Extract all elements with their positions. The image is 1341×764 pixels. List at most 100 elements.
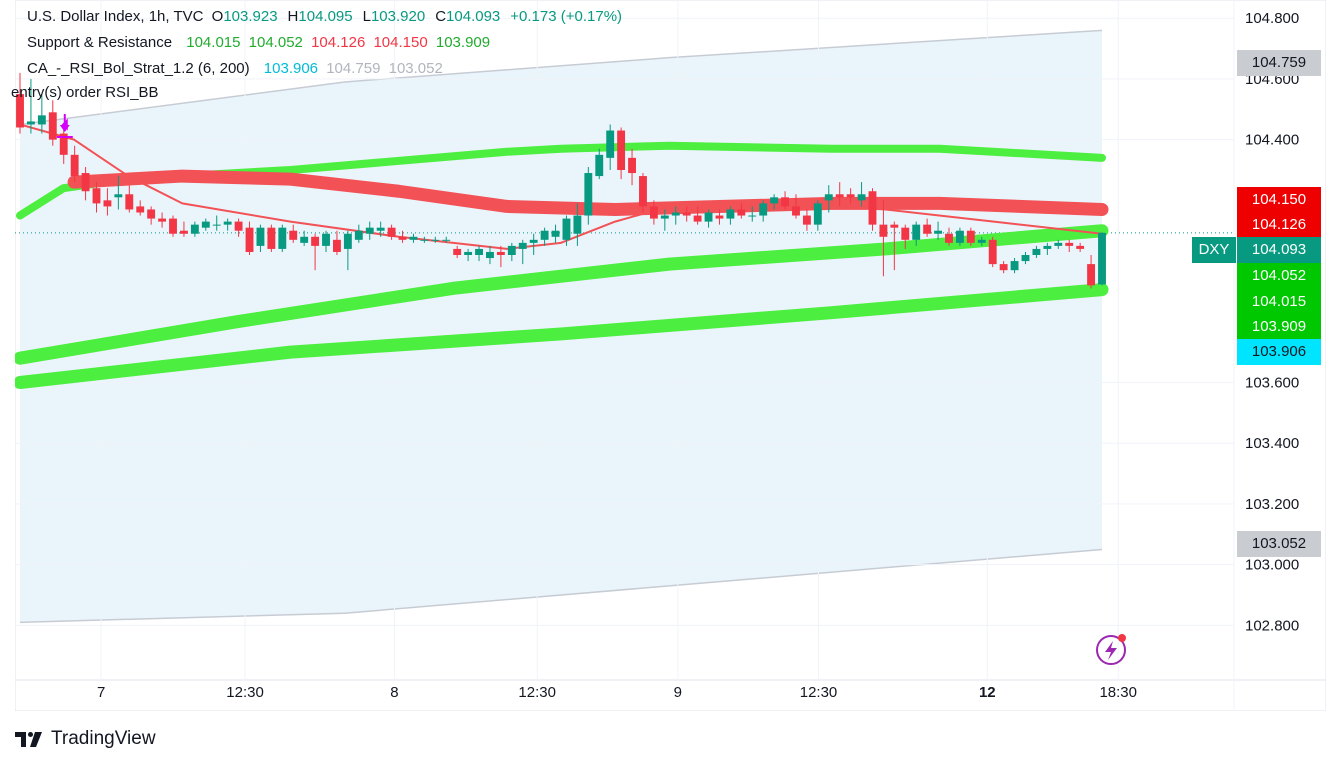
upper-band-tag: 104.759 bbox=[1237, 50, 1321, 76]
candle-body bbox=[1032, 248, 1041, 255]
candle-body bbox=[923, 224, 932, 234]
candle-body bbox=[606, 130, 615, 158]
candle-body bbox=[147, 209, 156, 219]
support-tag-3: 103.909 bbox=[1237, 314, 1321, 340]
y-tick-label: 104.400 bbox=[1245, 132, 1299, 149]
candle-body bbox=[682, 212, 691, 216]
resistance-tag-1: 104.150 bbox=[1237, 187, 1321, 213]
candle-body bbox=[649, 206, 658, 219]
candle-body bbox=[595, 154, 604, 177]
candle-body bbox=[726, 209, 735, 219]
candle-body bbox=[92, 188, 101, 204]
candle-body bbox=[835, 194, 844, 198]
candle-body bbox=[256, 227, 265, 246]
legend-strategy-name[interactable]: CA_-_RSI_Bol_Strat_1.2 (6, 200) bbox=[27, 60, 250, 77]
candle-body bbox=[234, 221, 243, 231]
candle-body bbox=[311, 236, 320, 246]
candle-body bbox=[934, 230, 942, 234]
candle-body bbox=[387, 227, 396, 237]
candle-body bbox=[879, 224, 888, 237]
candle-body bbox=[376, 227, 385, 231]
y-tick-label: 103.200 bbox=[1245, 496, 1299, 513]
candle-body bbox=[770, 197, 779, 204]
tradingview-logo-icon bbox=[15, 732, 42, 747]
legend-high-label: H bbox=[287, 8, 299, 25]
candle-body bbox=[529, 239, 538, 243]
candle-body bbox=[802, 215, 811, 225]
legend-sr-v5: 103.909 bbox=[435, 34, 491, 51]
footer-branding[interactable]: TradingView bbox=[15, 726, 156, 752]
legend-open-label: O bbox=[211, 8, 224, 25]
candle-body bbox=[704, 212, 713, 222]
x-tick-label: 12:30 bbox=[226, 684, 264, 701]
candle-body bbox=[431, 239, 440, 241]
legend-strategy-v2: 104.759 bbox=[326, 60, 381, 77]
candle-body bbox=[824, 194, 833, 201]
candle-body bbox=[988, 239, 997, 265]
lightning-bolt bbox=[1105, 641, 1117, 660]
x-tick-label: 8 bbox=[390, 684, 398, 701]
candle-body bbox=[868, 191, 877, 225]
legend-sr-name[interactable]: Support & Resistance bbox=[27, 34, 173, 51]
tradingview-wordmark: TradingView bbox=[51, 728, 156, 749]
lightning-circle bbox=[1096, 635, 1126, 665]
candle-body bbox=[125, 194, 134, 210]
x-tick-label: 18:30 bbox=[1099, 684, 1137, 701]
candle-body bbox=[999, 264, 1008, 271]
legend-sr-v3: 104.126 bbox=[311, 34, 366, 51]
candle-body bbox=[857, 194, 866, 201]
candle-body bbox=[442, 239, 451, 241]
candle-body bbox=[792, 206, 800, 216]
legend-sr-line: Support & Resistance 104.015 104.052 104… bbox=[27, 33, 494, 53]
x-tick-label: 7 bbox=[97, 684, 105, 701]
candle-body bbox=[365, 227, 374, 234]
candle-body bbox=[48, 112, 57, 140]
candle-body bbox=[223, 221, 232, 225]
candle-body bbox=[278, 227, 287, 249]
support-tag-2: 104.015 bbox=[1237, 289, 1321, 315]
legend-ohlc: O103.923 H104.095 L103.920 C104.093 +0.173 (… bbox=[212, 8, 626, 25]
candle-body bbox=[1021, 255, 1030, 262]
x-tick-label: 12:30 bbox=[800, 684, 838, 701]
legend-strategy-v1: 103.906 bbox=[263, 60, 319, 77]
lower-band-tag: 103.052 bbox=[1237, 531, 1321, 557]
candle-body bbox=[912, 224, 921, 240]
candle-body bbox=[289, 230, 298, 240]
price-chart[interactable]: 102.800 103.000 103.200 103.400 103.600 104.4… bbox=[15, 0, 1326, 711]
legend-sr-v1: 104.015 bbox=[186, 34, 241, 51]
support-line bbox=[15, 224, 1109, 365]
candle-body bbox=[671, 212, 680, 216]
candle-body bbox=[475, 248, 483, 255]
candle-body bbox=[540, 230, 549, 240]
lower-band-line bbox=[19, 548, 1103, 624]
candle-body bbox=[496, 251, 505, 255]
candle-body bbox=[409, 236, 418, 240]
candle-body bbox=[486, 251, 494, 259]
legend-strategy-line: CA_-_RSI_Bol_Strat_1.2 (6, 200) 103.906 … bbox=[27, 59, 447, 79]
candle-body bbox=[1054, 242, 1063, 246]
candle-body bbox=[1065, 242, 1074, 246]
candle-body bbox=[966, 230, 975, 243]
candle-body bbox=[201, 221, 210, 228]
candle-body bbox=[813, 203, 822, 225]
candle-body bbox=[136, 206, 145, 213]
legend-change: +0.173 (+0.17%) bbox=[510, 8, 623, 25]
upper-band-line bbox=[19, 29, 1103, 126]
legend-symbol[interactable]: U.S. Dollar Index, 1h, TVC bbox=[27, 8, 204, 25]
y-tick-label: 103.400 bbox=[1245, 435, 1299, 452]
candle-body bbox=[16, 94, 24, 128]
candle-body bbox=[354, 230, 363, 240]
candle-body bbox=[420, 239, 429, 241]
candle-body bbox=[267, 227, 276, 249]
chart-frame: 102.800 103.000 103.200 103.400 103.600 104.4… bbox=[15, 0, 1326, 711]
candle-body bbox=[890, 224, 899, 228]
lightning-dot bbox=[1118, 634, 1126, 642]
candle-body bbox=[158, 218, 167, 222]
candle-body bbox=[1043, 245, 1052, 249]
candle-body bbox=[59, 133, 68, 155]
candle-body bbox=[518, 242, 527, 249]
y-tick-label: 102.800 bbox=[1245, 617, 1299, 634]
basis-tag: 103.906 bbox=[1237, 339, 1321, 365]
candle-body bbox=[398, 236, 407, 240]
candle-body bbox=[955, 230, 964, 243]
